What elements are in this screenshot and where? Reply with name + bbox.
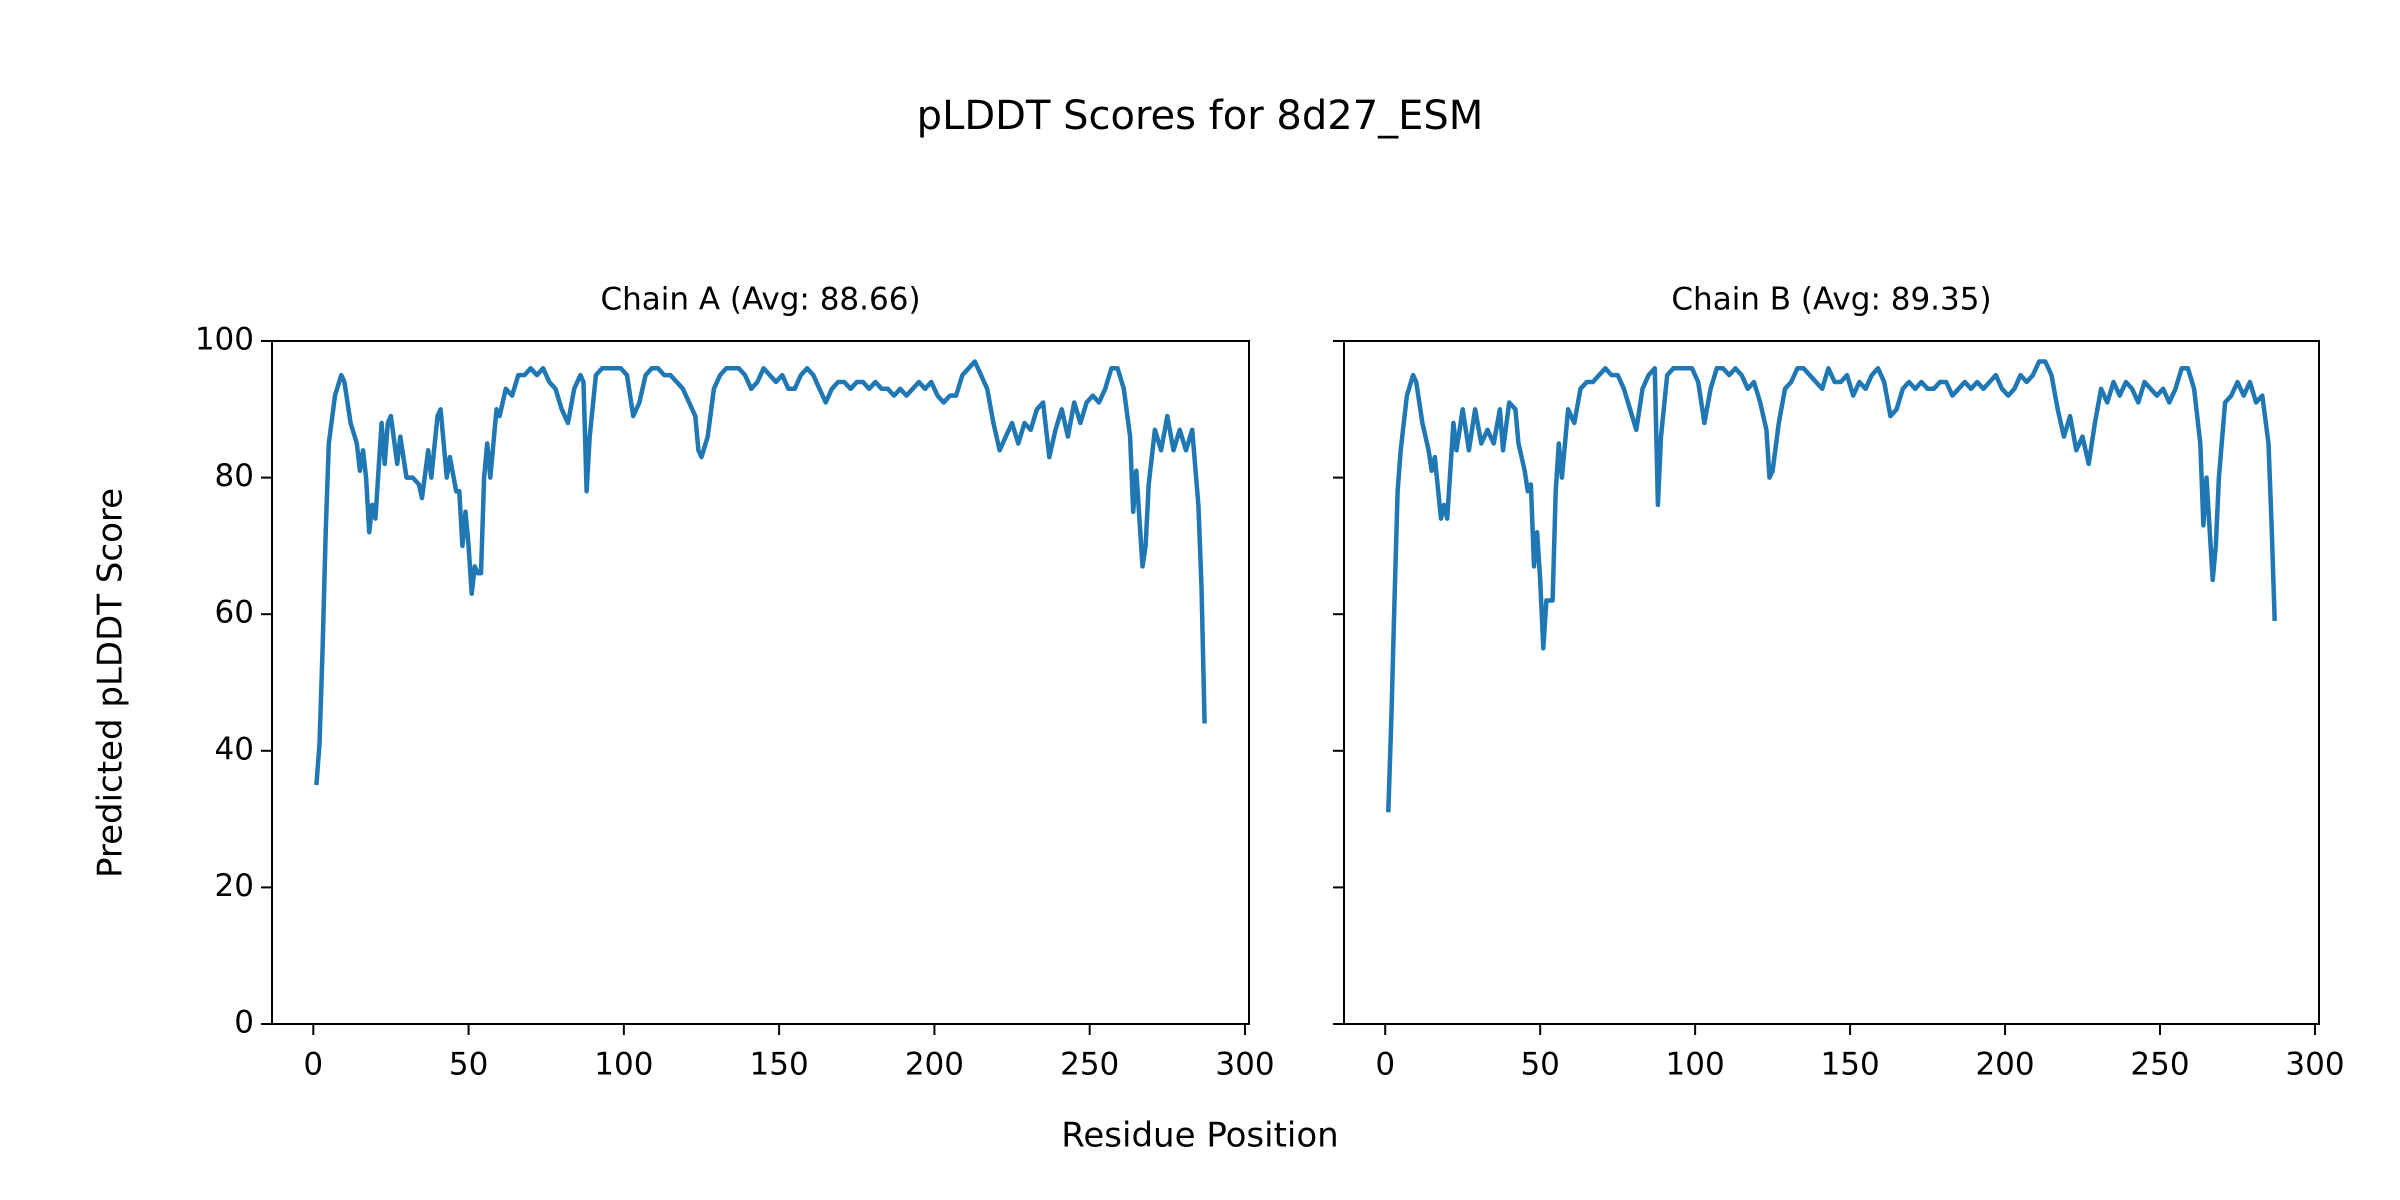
x-tick-label: 250 — [1060, 1047, 1119, 1083]
y-axis-label: Predicted pLDDT Score — [91, 488, 131, 878]
y-tick-label: 0 — [234, 1005, 254, 1041]
y-tick-label: 100 — [195, 322, 254, 358]
y-tick-label: 40 — [215, 731, 254, 767]
x-tick-label: 150 — [750, 1047, 809, 1083]
axes-frame — [271, 340, 1250, 1025]
x-tick-label: 300 — [2285, 1047, 2344, 1083]
x-tick-label: 0 — [303, 1047, 323, 1083]
x-axis-label: Residue Position — [1061, 1116, 1338, 1156]
x-tick-label: 0 — [1375, 1047, 1395, 1083]
axes-frame — [1343, 340, 2320, 1025]
x-tick-label: 150 — [1821, 1047, 1880, 1083]
y-tick-label: 60 — [215, 595, 254, 631]
subplot-title: Chain B (Avg: 89.35) — [1671, 282, 1991, 318]
x-tick-label: 300 — [1215, 1047, 1274, 1083]
x-tick-label: 100 — [1666, 1047, 1725, 1083]
subplot-title: Chain A (Avg: 88.66) — [600, 282, 920, 318]
x-tick-label: 100 — [594, 1047, 653, 1083]
x-tick-label: 200 — [1975, 1047, 2034, 1083]
x-tick-label: 250 — [2130, 1047, 2189, 1083]
x-tick-label: 50 — [1520, 1047, 1559, 1083]
x-tick-label: 50 — [449, 1047, 488, 1083]
x-tick-label: 200 — [905, 1047, 964, 1083]
figure-title: pLDDT Scores for 8d27_ESM — [917, 93, 1484, 139]
line — [1386, 359, 2277, 813]
y-tick-label: 20 — [215, 868, 254, 904]
y-tick-label: 80 — [215, 458, 254, 494]
line — [314, 359, 1207, 786]
